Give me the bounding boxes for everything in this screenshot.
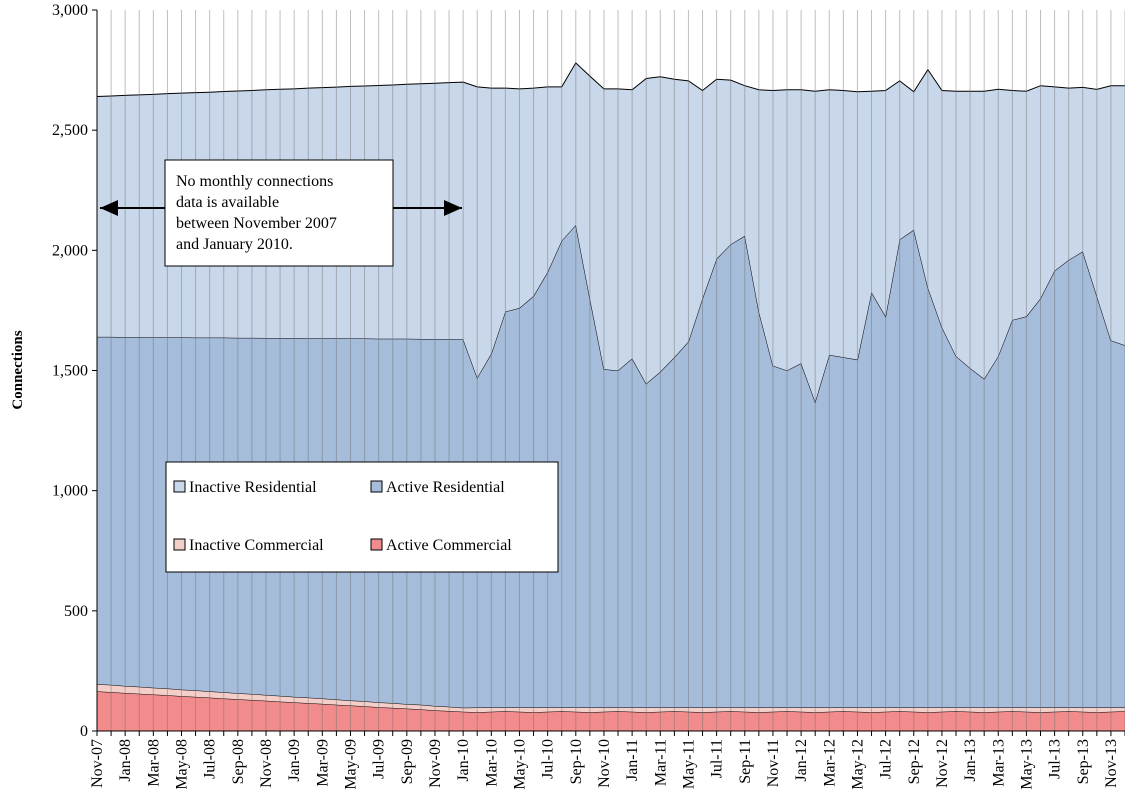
x-tick-label: Jul-10 — [540, 739, 557, 779]
legend-label: Inactive Residential — [189, 479, 317, 496]
x-tick-label: Sep-11 — [737, 739, 754, 784]
x-tick-label: Nov-11 — [765, 739, 782, 787]
x-tick-label: Sep-13 — [1075, 739, 1092, 784]
y-tick-label: 2,000 — [52, 242, 88, 259]
x-tick-label: Nov-10 — [596, 739, 613, 788]
annotation-box — [164, 159, 394, 267]
x-tick-label: Mar-09 — [314, 739, 331, 787]
area — [97, 691, 1125, 731]
x-tick-label: Nov-09 — [427, 739, 444, 788]
x-tick-label: May-11 — [680, 739, 697, 789]
legend-label: Active Commercial — [386, 537, 512, 554]
y-tick-label: 1,000 — [52, 483, 88, 500]
x-tick-label: Jul-13 — [1047, 739, 1064, 779]
x-tick-label: Jan-08 — [117, 739, 134, 782]
area-outline — [96, 62, 1125, 98]
x-tick-label: Nov-13 — [1103, 739, 1120, 788]
x-tick-label: May-09 — [342, 739, 359, 790]
x-tick-label: Sep-12 — [906, 739, 923, 784]
legend-swatch — [370, 538, 383, 551]
legend-swatch — [370, 480, 383, 493]
annotation-text: No monthly connections — [176, 173, 333, 190]
area — [97, 684, 1125, 713]
x-tick-label: Jan-10 — [455, 739, 472, 782]
y-tick-label: 2,500 — [52, 122, 88, 139]
x-tick-label: Nov-12 — [934, 739, 951, 788]
x-tick-label: Nov-08 — [258, 739, 275, 788]
y-axis-label: Connections — [10, 330, 26, 409]
x-tick-label: Sep-10 — [568, 739, 585, 784]
x-tick-label: Jan-13 — [962, 739, 979, 782]
x-tick-label: Mar-11 — [652, 739, 669, 786]
annotation-text: between November 2007 — [176, 215, 337, 232]
x-tick-label: Nov-07 — [89, 739, 106, 788]
x-tick-label: Mar-13 — [990, 739, 1007, 787]
y-tick-label: 3,000 — [52, 2, 88, 19]
x-tick-label: Mar-10 — [483, 739, 500, 787]
y-tick-label: 0 — [80, 723, 88, 740]
x-tick-label: May-13 — [1018, 739, 1035, 790]
annotation-text: and January 2010. — [176, 236, 293, 253]
area — [97, 225, 1125, 708]
x-tick-label: Jan-09 — [286, 739, 303, 782]
annotation-text: data is available — [176, 194, 279, 211]
legend-box — [165, 461, 559, 573]
x-tick-label: Jul-08 — [202, 739, 219, 779]
area — [97, 62, 1125, 402]
x-tick-label: Sep-08 — [230, 739, 247, 784]
legend-label: Inactive Commercial — [189, 537, 324, 554]
x-tick-label: Jul-09 — [371, 739, 388, 779]
legend-label: Active Residential — [386, 479, 505, 496]
x-tick-label: May-08 — [173, 739, 190, 790]
y-tick-label: 500 — [64, 603, 88, 620]
x-tick-label: Mar-08 — [145, 739, 162, 787]
x-tick-label: May-10 — [511, 739, 528, 790]
legend-swatch — [173, 538, 186, 551]
x-tick-label: Jul-12 — [878, 739, 895, 779]
x-tick-label: Jan-11 — [624, 739, 641, 781]
x-tick-label: Jul-11 — [709, 739, 726, 778]
x-tick-label: May-12 — [849, 739, 866, 790]
y-tick-label: 1,500 — [52, 363, 88, 380]
x-tick-label: Mar-12 — [821, 739, 838, 787]
x-tick-label: Jan-12 — [793, 739, 810, 782]
x-tick-label: Sep-09 — [399, 739, 416, 784]
legend-swatch — [173, 480, 186, 493]
